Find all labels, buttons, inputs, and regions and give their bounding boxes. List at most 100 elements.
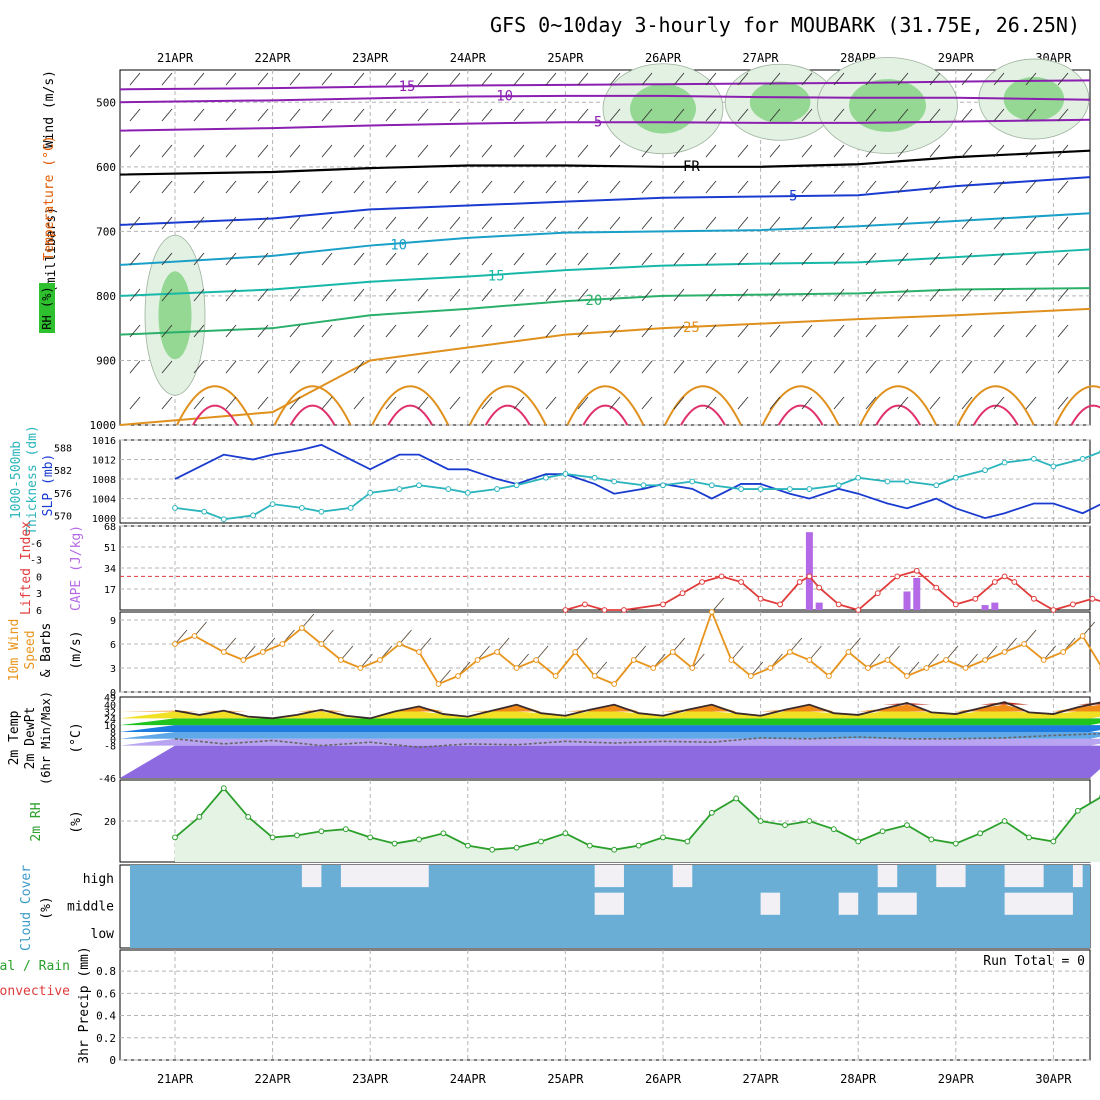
wind-speed-point: [1021, 641, 1028, 647]
wind-barb: [321, 288, 333, 302]
wind-speed-point: [513, 665, 520, 671]
wind-barb: [289, 288, 301, 302]
wind-barb: [513, 144, 525, 158]
wind-barb: [513, 108, 525, 122]
wind-barb: [801, 360, 813, 374]
wind-barb: [225, 252, 237, 266]
wind-barb: [193, 72, 205, 86]
wind-barb: [225, 360, 237, 374]
surface-wind-barb: [477, 645, 490, 661]
wind-barb: [257, 180, 269, 194]
rh-point: [416, 836, 422, 843]
warm-bubble-outer: [468, 385, 547, 426]
wind-barb: [865, 396, 877, 410]
precip-tick-label: 0.4: [96, 1010, 116, 1023]
rh-point: [635, 842, 642, 849]
wind-barb: [929, 72, 941, 86]
wind-barb: [321, 180, 333, 194]
wind-barb: [321, 72, 333, 86]
wind-barb: [673, 108, 685, 122]
wind-barb: [577, 324, 589, 338]
thickness-point: [689, 478, 696, 485]
thickness-point: [952, 474, 959, 481]
wind-barb: [705, 324, 717, 338]
rh-point: [1001, 818, 1008, 824]
wind-speed-point: [552, 673, 559, 679]
wind-barb: [737, 144, 749, 158]
wind-speed-point: [416, 649, 422, 655]
lifted-index-point: [874, 590, 881, 597]
wind-barb: [161, 252, 173, 266]
lifted-index-point: [1089, 595, 1096, 602]
wind-barb: [225, 72, 237, 86]
wind-speed-point: [923, 665, 930, 671]
wind-barb: [769, 360, 781, 374]
wind-barb: [577, 108, 589, 122]
wind-barb: [833, 180, 845, 194]
wind-barb: [161, 360, 173, 374]
lifted-index-point: [777, 601, 784, 608]
wind-barb: [865, 108, 877, 122]
wind-barb: [641, 360, 653, 374]
wind-barb: [449, 72, 461, 86]
wind-barb: [865, 360, 877, 374]
wind-barb: [481, 72, 493, 86]
wind-barb: [385, 72, 397, 86]
lifted-index-point: [913, 567, 920, 574]
surface-wind-barb: [594, 661, 608, 677]
surface-wind-barb: [965, 653, 978, 669]
isotherm-label: -10: [488, 88, 513, 104]
lifted-index-tick-label: -3: [30, 556, 42, 567]
surface-wind-barb: [174, 629, 188, 645]
wind-barb: [641, 288, 653, 302]
thickness-label2: Thickness (dm): [25, 425, 40, 535]
wind-barb: [257, 144, 269, 158]
thickness-line: [174, 451, 1100, 521]
rh-point: [391, 840, 398, 847]
temp-tick-label: 0: [110, 735, 116, 746]
thickness-point: [757, 486, 764, 492]
wind-barb: [193, 108, 205, 122]
wind-barb: [1057, 396, 1069, 410]
wind-barb: [481, 180, 493, 194]
wind-barb: [961, 324, 973, 338]
wind-barb: [833, 252, 845, 266]
wind-tick-label: 6: [110, 640, 116, 651]
thickness-point: [1030, 455, 1037, 462]
wind-barb: [353, 144, 365, 158]
thickness-point: [464, 489, 471, 496]
wind-barb: [225, 216, 237, 230]
wind-barb: [705, 252, 717, 266]
wind-speed-point: [240, 657, 247, 663]
wind-barb: [321, 396, 333, 410]
wind-barb: [705, 288, 717, 302]
wind-barb: [993, 144, 1005, 158]
wind-barb: [321, 144, 333, 158]
wind-barb: [1025, 324, 1037, 338]
wind-barb: [705, 396, 717, 410]
wind-barb: [1025, 144, 1037, 158]
wind10-label-speed: Speed: [23, 630, 38, 669]
cloud-clear-block: [760, 892, 781, 915]
thickness-point: [201, 508, 208, 515]
cloud-row-label: middle: [67, 900, 114, 915]
wind-barb: [801, 288, 813, 302]
wind-barb: [993, 180, 1005, 194]
wind-speed-point: [630, 657, 637, 663]
cape-bar: [815, 602, 823, 610]
wind-barb: [609, 360, 621, 374]
wind-barb: [513, 324, 525, 338]
wind-barb: [577, 396, 589, 410]
wind-barb: [865, 288, 877, 302]
surface-wind-barb: [1004, 637, 1017, 653]
isotherm-line: [119, 118, 1091, 132]
wind-barb: [417, 216, 429, 230]
wind-barb: [257, 324, 269, 338]
date-tick-label-bottom: 21APR: [157, 1072, 194, 1086]
cloud-clear-block: [340, 865, 429, 888]
date-tick-label-bottom: 30APR: [1035, 1072, 1072, 1086]
rh-point: [733, 795, 740, 802]
rh-point: [1050, 838, 1057, 845]
thickness-point: [562, 471, 569, 477]
